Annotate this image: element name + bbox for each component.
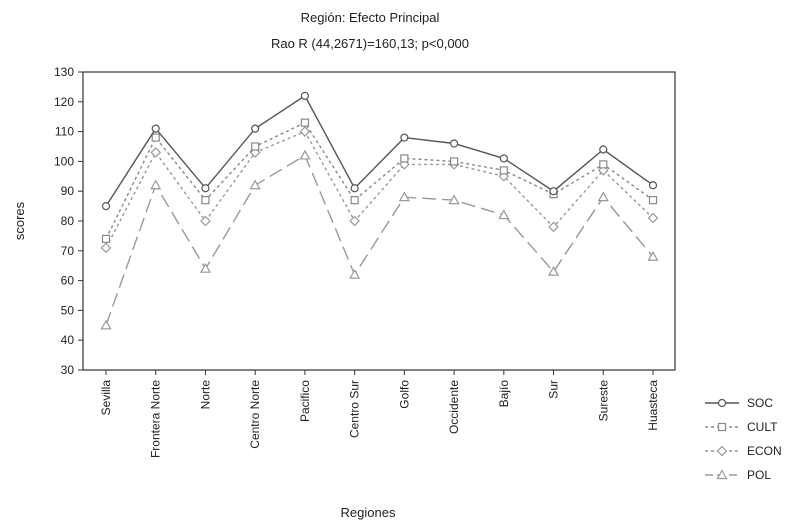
data-point-cult xyxy=(251,142,260,151)
data-point-pol xyxy=(548,265,560,276)
series-line-econ xyxy=(105,130,654,249)
chart-title: Región: Efecto Principal xyxy=(301,10,440,25)
data-point-pol xyxy=(647,251,659,261)
legend-item-soc: SOC xyxy=(705,396,773,410)
x-tick-label: Sur xyxy=(547,380,561,399)
x-tick-label: Centro Norte xyxy=(248,380,262,449)
data-point-pol xyxy=(199,262,211,273)
data-point-pol xyxy=(398,191,410,202)
data-point-soc xyxy=(499,154,508,163)
y-tick-label: 80 xyxy=(61,214,75,228)
x-tick-label: Norte xyxy=(198,380,212,410)
legend-marker xyxy=(716,445,728,457)
data-point-pol xyxy=(299,149,311,160)
data-point-pol xyxy=(448,194,460,205)
data-point-cult xyxy=(400,154,409,163)
data-point-econ xyxy=(548,221,559,233)
y-tick-label: 70 xyxy=(61,244,75,258)
data-point-pol xyxy=(597,191,609,202)
data-point-econ xyxy=(299,126,311,137)
legend-label: CULT xyxy=(747,420,778,434)
legend-item-cult: CULT xyxy=(705,420,778,434)
data-point-cult xyxy=(648,196,658,205)
data-point-cult xyxy=(449,157,459,166)
data-point-pol xyxy=(150,179,162,190)
series-cult xyxy=(101,118,658,243)
y-tick-label: 40 xyxy=(61,333,75,347)
data-point-soc xyxy=(599,145,608,154)
x-tick-label: Pacifico xyxy=(298,380,312,422)
legend-item-pol: POL xyxy=(705,468,771,482)
legend-marker xyxy=(717,422,727,432)
y-tick-label: 130 xyxy=(54,65,74,79)
data-point-soc xyxy=(549,187,558,196)
data-point-cult xyxy=(599,160,608,169)
series-line-soc xyxy=(105,94,654,207)
data-point-pol xyxy=(100,319,112,330)
y-tick-label: 60 xyxy=(61,274,75,288)
data-point-pol xyxy=(498,209,510,220)
data-point-cult xyxy=(350,196,359,205)
series-line-pol xyxy=(105,154,654,326)
series-layer xyxy=(100,91,659,330)
y-tick-label: 30 xyxy=(61,363,75,377)
x-tick-label: Occidente xyxy=(447,380,461,434)
data-point-soc xyxy=(201,184,210,193)
data-point-econ xyxy=(647,212,659,224)
data-point-soc xyxy=(400,133,409,142)
data-point-soc xyxy=(350,184,359,193)
data-point-soc xyxy=(101,202,111,211)
y-axis-label: scores xyxy=(12,201,27,240)
data-point-econ xyxy=(100,242,112,254)
series-line-cult xyxy=(105,121,654,240)
data-point-cult xyxy=(499,166,508,175)
legend-item-econ: ECON xyxy=(705,444,782,458)
plot-frame xyxy=(82,71,676,371)
chart-subtitle: Rao R (44,2671)=160,13; p<0,000 xyxy=(271,36,469,51)
y-tick-label: 110 xyxy=(55,125,74,139)
data-point-soc xyxy=(151,124,160,133)
legend-marker xyxy=(717,398,727,408)
legend-label: POL xyxy=(747,468,771,482)
x-tick-label: Frontera Norte xyxy=(149,380,163,458)
y-tick-label: 100 xyxy=(54,154,74,168)
y-tick-label: 50 xyxy=(61,303,75,317)
series-soc xyxy=(101,91,658,211)
y-axis: 30 40 50 60 70 80 90 100 110 120 130 xyxy=(54,65,83,377)
series-econ xyxy=(100,126,659,254)
data-point-soc xyxy=(300,91,310,100)
series-pol xyxy=(100,149,659,330)
x-tick-label: Sevilla xyxy=(99,380,113,416)
data-point-cult xyxy=(300,118,310,127)
legend: SOC CULT ECON POL xyxy=(705,396,782,482)
y-tick-label: 90 xyxy=(61,184,75,198)
data-point-soc xyxy=(648,181,658,190)
data-point-econ xyxy=(349,215,360,227)
data-point-cult xyxy=(151,133,160,142)
x-axis-label: Regiones xyxy=(341,505,396,520)
x-tick-label: Huasteca xyxy=(646,380,660,431)
data-point-soc xyxy=(449,139,459,148)
data-point-econ xyxy=(200,215,211,227)
x-tick-label: Sureste xyxy=(596,380,610,422)
data-point-soc xyxy=(251,124,260,133)
data-point-cult xyxy=(201,196,210,205)
data-point-pol xyxy=(249,179,261,190)
y-tick-label: 120 xyxy=(54,95,74,109)
data-point-econ xyxy=(150,147,162,158)
legend-label: ECON xyxy=(747,444,782,458)
x-axis: Sevilla Frontera Norte Norte Centro Norte Pa… xyxy=(99,370,660,458)
x-tick-label: Golfo xyxy=(397,380,411,409)
data-point-cult xyxy=(101,234,111,243)
legend-label: SOC xyxy=(747,396,773,410)
legend-marker xyxy=(716,469,728,480)
data-point-pol xyxy=(349,268,361,279)
x-tick-label: Centro Sur xyxy=(348,380,362,438)
x-tick-label: Bajío xyxy=(497,380,511,408)
